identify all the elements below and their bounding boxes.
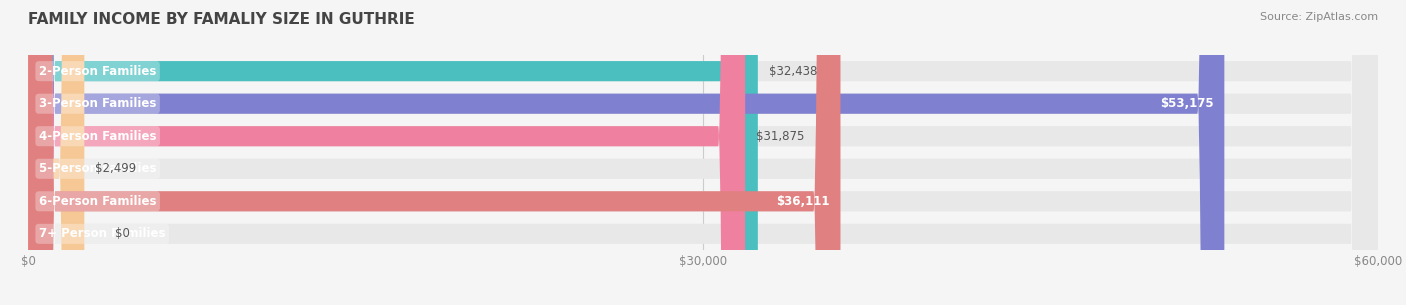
Text: $0: $0 — [114, 227, 129, 240]
FancyBboxPatch shape — [28, 0, 1378, 305]
Text: FAMILY INCOME BY FAMALIY SIZE IN GUTHRIE: FAMILY INCOME BY FAMALIY SIZE IN GUTHRIE — [28, 12, 415, 27]
FancyBboxPatch shape — [28, 0, 1225, 305]
FancyBboxPatch shape — [28, 0, 1378, 305]
FancyBboxPatch shape — [28, 0, 1378, 305]
Text: $36,111: $36,111 — [776, 195, 830, 208]
Text: $53,175: $53,175 — [1160, 97, 1213, 110]
FancyBboxPatch shape — [28, 0, 758, 305]
Text: 5-Person Families: 5-Person Families — [39, 162, 156, 175]
FancyBboxPatch shape — [28, 0, 1378, 305]
Text: 7+ Person Families: 7+ Person Families — [39, 227, 166, 240]
Text: Source: ZipAtlas.com: Source: ZipAtlas.com — [1260, 12, 1378, 22]
Text: $31,875: $31,875 — [756, 130, 804, 143]
Text: $32,438: $32,438 — [769, 65, 817, 78]
Text: 6-Person Families: 6-Person Families — [39, 195, 156, 208]
FancyBboxPatch shape — [28, 0, 841, 305]
Text: 4-Person Families: 4-Person Families — [39, 130, 156, 143]
FancyBboxPatch shape — [28, 0, 1378, 305]
FancyBboxPatch shape — [28, 0, 84, 305]
Text: $2,499: $2,499 — [96, 162, 136, 175]
Text: 2-Person Families: 2-Person Families — [39, 65, 156, 78]
FancyBboxPatch shape — [28, 0, 745, 305]
FancyBboxPatch shape — [28, 0, 1378, 305]
Text: 3-Person Families: 3-Person Families — [39, 97, 156, 110]
